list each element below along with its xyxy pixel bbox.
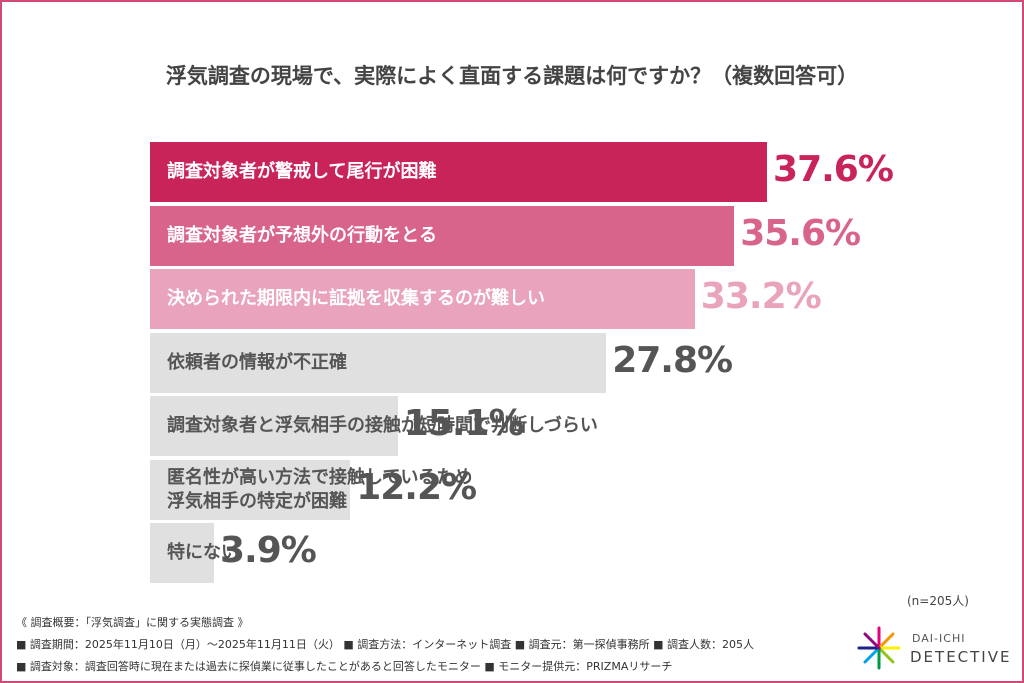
bar <box>150 205 735 266</box>
category-label: 依頼者の情報が不正確 <box>167 351 347 373</box>
value-label: 15.1% <box>403 403 525 444</box>
category-label: 特にない <box>167 542 239 563</box>
value-label: 37.6% <box>773 149 894 190</box>
logo-mark <box>857 626 901 670</box>
footer-note: ■ 調査対象：調査回答時に現在または過去に探偵業に従事したことがあると回答したモ… <box>16 660 673 673</box>
footer-note: ■ 調査期間：2025年11月10日（月）～2025年11月11日（火） ■ 調… <box>16 638 755 651</box>
chart-title: 浮気調査の現場で、実際によく直面する課題は何ですか？（複数回答可） <box>165 64 859 88</box>
category-label: 決められた期限内に証拠を収集するのが難しい <box>167 288 545 309</box>
value-label: 33.2% <box>700 276 822 317</box>
logo-text: DETECTIVE <box>910 648 1012 666</box>
bar <box>150 459 351 520</box>
category-label: 調査対象者が予想外の行動をとる <box>167 224 437 246</box>
bar <box>150 396 398 456</box>
value-label: 35.6% <box>740 212 861 254</box>
value-label: 3.9% <box>219 530 317 571</box>
value-label: 12.2% <box>356 466 477 508</box>
category-label: 調査対象者と浮気相手の接触が短時間で判断しづらい <box>167 415 598 436</box>
logo-text: DAI-ICHI <box>912 632 966 645</box>
bar <box>150 142 768 202</box>
value-label: 27.8% <box>612 339 733 381</box>
bar <box>150 523 214 583</box>
category-label: 調査対象者が警戒して尾行が困難 <box>167 161 437 182</box>
bar <box>150 269 695 329</box>
category-label: 匿名性が高い方法で接触しているため 浮気相手の特定が困難 <box>167 466 473 512</box>
sample-note: (n=205人) <box>907 594 969 608</box>
footer-note: 《 調査概要：「浮気調査」に関する実態調査 》 <box>16 616 249 629</box>
bar <box>150 332 607 393</box>
